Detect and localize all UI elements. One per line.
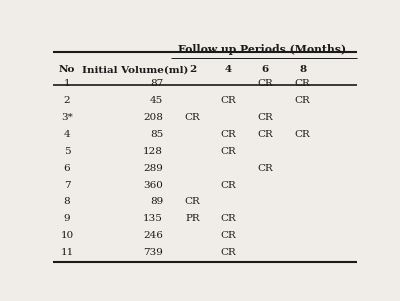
Text: No: No (59, 65, 75, 74)
Text: 7: 7 (64, 181, 70, 190)
Text: CR: CR (258, 164, 273, 173)
Text: CR: CR (258, 113, 273, 122)
Text: 89: 89 (150, 197, 163, 206)
Text: 3*: 3* (61, 113, 73, 122)
Text: 289: 289 (143, 164, 163, 173)
Text: CR: CR (220, 181, 236, 190)
Text: 8: 8 (299, 65, 306, 74)
Text: 739: 739 (143, 248, 163, 257)
Text: 8: 8 (64, 197, 70, 206)
Text: 6: 6 (262, 65, 269, 74)
Text: 208: 208 (143, 113, 163, 122)
Text: 135: 135 (143, 214, 163, 223)
Text: CR: CR (185, 197, 200, 206)
Text: PR: PR (185, 214, 200, 223)
Text: 2: 2 (189, 65, 196, 74)
Text: CR: CR (220, 130, 236, 139)
Text: 4: 4 (225, 65, 232, 74)
Text: Initial Volume(ml): Initial Volume(ml) (82, 65, 188, 74)
Text: 87: 87 (150, 79, 163, 88)
Text: 2: 2 (64, 96, 70, 105)
Text: 246: 246 (143, 231, 163, 240)
Text: CR: CR (220, 96, 236, 105)
Text: CR: CR (295, 130, 310, 139)
Text: CR: CR (220, 147, 236, 156)
Text: 45: 45 (150, 96, 163, 105)
Text: 5: 5 (64, 147, 70, 156)
Text: CR: CR (258, 79, 273, 88)
Text: CR: CR (220, 248, 236, 257)
Text: 10: 10 (60, 231, 74, 240)
Text: CR: CR (295, 96, 310, 105)
Text: 9: 9 (64, 214, 70, 223)
Text: CR: CR (220, 231, 236, 240)
Text: CR: CR (220, 214, 236, 223)
Text: 85: 85 (150, 130, 163, 139)
Text: 4: 4 (64, 130, 70, 139)
Text: 360: 360 (143, 181, 163, 190)
Text: 1: 1 (64, 79, 70, 88)
Text: 6: 6 (64, 164, 70, 173)
Text: CR: CR (185, 113, 200, 122)
Text: 11: 11 (60, 248, 74, 257)
Text: CR: CR (295, 79, 310, 88)
Text: 128: 128 (143, 147, 163, 156)
Text: Follow up Periods (Months): Follow up Periods (Months) (178, 44, 346, 55)
Text: CR: CR (258, 130, 273, 139)
